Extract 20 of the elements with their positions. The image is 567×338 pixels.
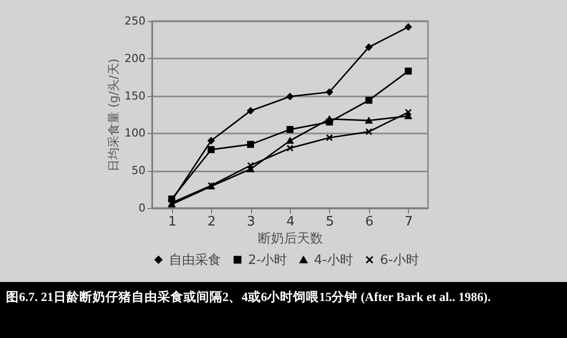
y-tick-label: 0 — [138, 202, 146, 214]
y-tick-label: 250 — [124, 14, 146, 28]
y-axis-title: 日均采食量 (g/头/天) — [106, 58, 121, 172]
x-tick-label: 4 — [286, 214, 295, 230]
x-tick-label: 6 — [365, 214, 374, 230]
legend-label: 2-小时 — [248, 252, 287, 268]
x-axis-title: 断奶后天数 — [258, 232, 323, 246]
legend-label: 6-小时 — [380, 252, 419, 268]
y-tick-label: 200 — [124, 52, 146, 65]
y-tick-label: 150 — [124, 89, 146, 102]
y-tick-label: 100 — [124, 126, 146, 140]
y-tick-label: 50 — [132, 164, 146, 178]
x-tick-label: 3 — [246, 214, 256, 230]
legend-label: 4-小时 — [314, 252, 353, 268]
x-tick-label: 2 — [208, 214, 216, 230]
x-tick-label: 1 — [168, 214, 176, 230]
x-tick-label: 7 — [404, 214, 413, 230]
caption: 图6.7. 21日龄断奶仔猪自由采食或间隔2、4或6小时饲喂15分钟 (After Bark et al.. 1986). — [0, 282, 567, 338]
x-tick-label: 5 — [326, 214, 334, 230]
legend-label: 自由采食 — [169, 252, 221, 268]
